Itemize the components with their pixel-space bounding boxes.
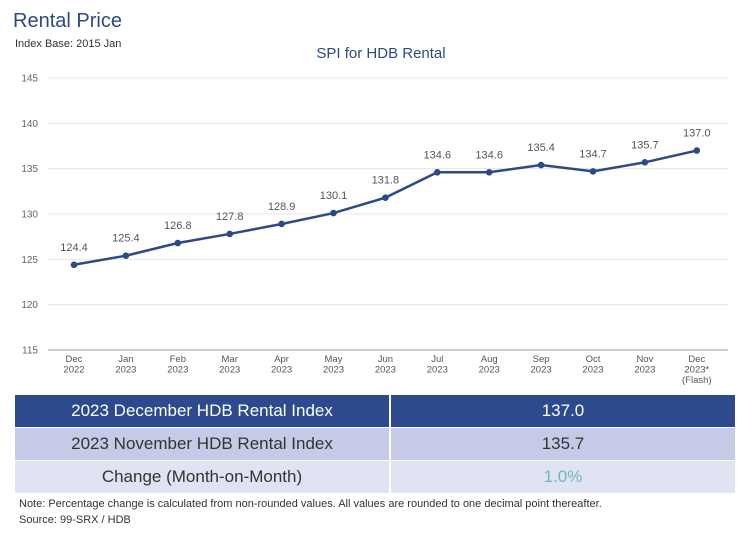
data-label: 124.4 [60, 242, 88, 254]
x-tick-label: Nov 2023 [634, 354, 655, 376]
data-point [122, 252, 130, 260]
data-point [485, 168, 493, 176]
data-point [226, 230, 233, 238]
x-tick-label: Jan 2023 [115, 354, 136, 376]
x-tick-label: Dec 2023* (Flash) [682, 354, 712, 386]
x-tick-label: Dec 2022 [63, 354, 84, 376]
x-tick-label: Feb 2023 [167, 354, 188, 376]
data-point [382, 194, 389, 201]
y-tick-label: 115 [22, 346, 38, 357]
y-tick-label: 140 [21, 119, 38, 130]
summary-value: 1.0% [391, 461, 735, 493]
y-axis-ticks: 115 120 125 130 135 140 145 [21, 74, 38, 357]
line-chart: SPI for HDB Rental 115 120 125 130 135 140 145… [0, 40, 750, 390]
x-tick-label: Oct 2023 [582, 354, 603, 376]
summary-value: 137.0 [391, 395, 735, 427]
data-label: 130.1 [320, 190, 348, 202]
summary-value: 135.7 [391, 428, 735, 460]
data-label: 135.7 [631, 139, 659, 151]
data-point [434, 168, 441, 176]
note-text: Note: Percentage change is calculated fr… [19, 498, 602, 510]
data-label: 134.6 [424, 149, 452, 161]
x-tick-label: Jun 2023 [375, 354, 396, 376]
data-point [641, 159, 649, 166]
data-label: 134.6 [475, 149, 503, 161]
series-line [73, 149, 698, 267]
data-point [278, 220, 285, 228]
summary-label: 2023 November HDB Rental Index [15, 428, 389, 460]
summary-label: Change (Month-on-Month) [15, 461, 389, 493]
x-tick-label: Mar 2023 [219, 354, 240, 376]
data-label: 127.8 [216, 211, 244, 223]
data-point [70, 261, 78, 269]
x-axis-ticks: Dec 2022 Jan 2023 Feb 2023 Mar 2023 Apr 2023 May 20… [63, 354, 711, 386]
chart-svg: SPI for HDB Rental 115 120 125 130 135 140 145… [21, 45, 728, 386]
data-labels: 124.4 125.4 126.8 127.8 128.9 130.1 131.8 134.6… [60, 128, 710, 254]
summary-row-change: Change (Month-on-Month) 1.0% [15, 461, 735, 493]
data-label: 131.8 [372, 175, 400, 187]
x-tick-label: Apr 2023 [271, 354, 292, 376]
y-tick-label: 145 [21, 74, 38, 85]
data-label: 137.0 [683, 128, 711, 140]
source-text: Source: 99-SRX / HDB [19, 514, 131, 526]
data-label: 125.4 [112, 233, 140, 245]
footnote: Note: Percentage change is calculated fr… [19, 496, 602, 528]
summary-row-november: 2023 November HDB Rental Index 135.7 [15, 428, 735, 460]
index-base-subtitle: Index Base: 2015 Jan [15, 38, 122, 50]
data-points [70, 147, 701, 269]
data-label: 128.9 [268, 201, 296, 213]
y-tick-label: 125 [21, 255, 38, 266]
summary-row-december: 2023 December HDB Rental Index 137.0 [15, 395, 735, 427]
page-title: Rental Price [13, 10, 122, 32]
summary-table: 2023 December HDB Rental Index 137.0 202… [15, 395, 735, 494]
data-point [589, 168, 597, 175]
x-tick-label: May 2023 [323, 354, 344, 376]
change-value: 1.0% [543, 467, 583, 486]
data-point [693, 147, 701, 154]
data-label: 134.7 [579, 148, 607, 160]
data-label: 135.4 [527, 142, 555, 154]
chart-grid [48, 77, 728, 351]
data-point [537, 161, 545, 169]
x-tick-label: Jul 2023 [427, 354, 448, 376]
summary-label: 2023 December HDB Rental Index [15, 395, 389, 427]
data-label: 126.8 [164, 220, 192, 232]
x-tick-label: Sep 2023 [531, 354, 552, 376]
x-tick-label: Aug 2023 [479, 354, 500, 376]
y-tick-label: 130 [21, 210, 38, 221]
data-point [174, 239, 182, 247]
data-point [330, 209, 337, 217]
chart-title: SPI for HDB Rental [316, 45, 445, 62]
y-tick-label: 135 [21, 164, 38, 175]
y-tick-label: 120 [21, 300, 38, 311]
